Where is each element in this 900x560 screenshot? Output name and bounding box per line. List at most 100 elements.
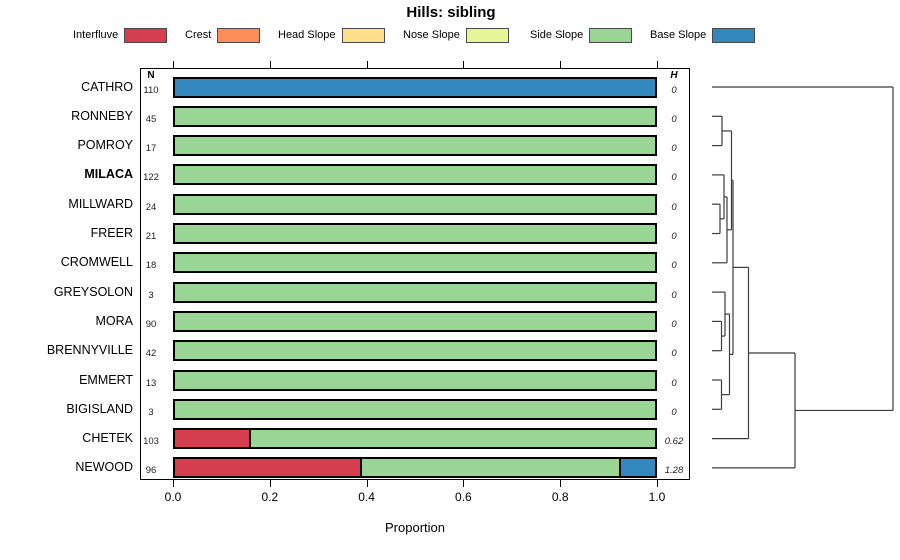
h-value: 0: [671, 84, 677, 96]
y-axis-label-bigisland: BIGISLAND: [66, 401, 133, 416]
n-value: 103: [143, 436, 159, 448]
x-tick-bottom: [269, 480, 271, 487]
bar-segment-side-slope: [175, 342, 655, 360]
bar-segment-side-slope: [175, 400, 655, 418]
x-tick-label: 1.0: [648, 490, 666, 504]
legend-item: Base Slope: [650, 27, 756, 43]
legend-label: Interfluve: [73, 29, 119, 41]
h-value: 0: [671, 377, 677, 389]
bar-segment-side-slope: [175, 137, 655, 155]
n-value: 110: [143, 84, 159, 96]
x-tick-top: [173, 61, 174, 68]
legend-label: Side Slope: [530, 29, 584, 41]
legend-item: Interfluve: [73, 27, 168, 43]
n-value: 13: [145, 377, 157, 389]
h-value: 1.28: [664, 465, 684, 477]
bar-segment-side-slope: [175, 283, 655, 301]
h-value: 0: [671, 260, 677, 272]
y-axis-label-brennyville: BRENNYVILLE: [46, 343, 133, 358]
chart-title: Hills: sibling: [406, 4, 496, 21]
h-value: 0: [671, 231, 677, 242]
bar-row-emmert: [173, 369, 657, 391]
n-value: 18: [145, 260, 157, 272]
legend-item: Crest: [185, 27, 261, 43]
legend-label: Head Slope: [278, 29, 336, 41]
y-axis-label-pomroy: POMROY: [77, 138, 133, 153]
n-value: 17: [145, 143, 157, 155]
n-value: 21: [145, 231, 157, 242]
x-tick-top: [463, 61, 465, 68]
legend-swatch: [124, 27, 168, 43]
n-value: 24: [145, 201, 157, 213]
bar-segment-side-slope: [249, 430, 655, 448]
x-tick-bottom: [463, 480, 465, 487]
y-axis-label-emmert: EMMERT: [79, 372, 133, 387]
y-axis-label-ronneby: RONNEBY: [71, 108, 133, 123]
y-axis-label-newood: NEWOOD: [75, 460, 133, 475]
bar-row-mora: [173, 310, 657, 332]
y-axis-label-chetek: CHETEK: [82, 431, 133, 446]
bar-segment-side-slope: [175, 225, 655, 242]
x-axis-title: Proportion: [385, 520, 445, 535]
legend-swatch: [589, 27, 633, 43]
h-column-header: H: [670, 70, 678, 81]
bar-segment-base-slope: [618, 459, 655, 477]
legend-item: Head Slope: [278, 27, 385, 43]
legend-swatch: [217, 27, 261, 43]
plot-area: [140, 68, 690, 480]
x-tick-top: [366, 61, 368, 68]
x-tick-label: 0.4: [358, 490, 375, 504]
legend-label: Crest: [185, 29, 212, 41]
n-value: 42: [145, 348, 157, 360]
bar-row-bigisland: [173, 398, 657, 420]
x-tick-top: [657, 61, 658, 68]
bar-segment-side-slope: [359, 459, 619, 477]
x-tick-top: [269, 61, 271, 68]
bar-row-freer: [173, 223, 657, 244]
bar-segment-side-slope: [175, 371, 655, 389]
legend-label: Base Slope: [650, 29, 707, 41]
h-value: 0: [671, 172, 677, 184]
bar-segment-interfluve: [175, 430, 250, 448]
h-value: 0: [671, 201, 677, 213]
bar-row-milaca: [173, 164, 657, 186]
n-value: 45: [145, 113, 157, 125]
bar-segment-side-slope: [175, 195, 655, 213]
bar-row-pomroy: [173, 135, 657, 157]
bar-row-cromwell: [173, 252, 657, 274]
bar-row-newood: [173, 457, 657, 479]
x-tick-label: 0.2: [261, 490, 279, 504]
bar-row-cathro: [173, 76, 657, 98]
x-tick-top: [560, 61, 562, 68]
bar-segment-side-slope: [175, 107, 655, 125]
bar-row-ronneby: [173, 105, 657, 127]
n-value: 96: [145, 465, 157, 477]
x-tick-label: 0.0: [164, 490, 182, 504]
legend-label: Nose Slope: [403, 29, 460, 41]
y-axis-label-millward: MILLWARD: [68, 196, 133, 211]
h-value: 0: [671, 318, 677, 330]
h-value: 0: [671, 348, 677, 360]
x-tick-bottom: [560, 480, 562, 487]
bar-segment-side-slope: [175, 254, 655, 272]
x-tick-bottom: [173, 480, 174, 487]
bar-segment-base-slope: [175, 78, 655, 96]
h-value: 0: [671, 143, 677, 155]
h-value: 0: [671, 406, 677, 418]
bar-row-chetek: [173, 428, 657, 450]
y-axis-label-cromwell: CROMWELL: [60, 255, 133, 270]
x-tick-label: 0.8: [551, 490, 569, 504]
bar-segment-side-slope: [175, 312, 655, 330]
legend-swatch: [712, 27, 756, 43]
x-tick-bottom: [366, 480, 368, 487]
n-column-header: N: [147, 70, 155, 81]
y-axis-label-greysolon: GREYSOLON: [53, 284, 133, 299]
bar-row-greysolon: [173, 281, 657, 303]
y-axis-label-freer: FREER: [90, 226, 133, 240]
y-axis-label-cathro: CATHRO: [81, 79, 133, 94]
n-value: 3: [148, 406, 154, 418]
y-axis-label-mora: MORA: [95, 313, 134, 328]
n-value: 90: [145, 318, 157, 330]
h-value: 0: [671, 113, 677, 125]
legend-item: Nose Slope: [403, 27, 509, 43]
